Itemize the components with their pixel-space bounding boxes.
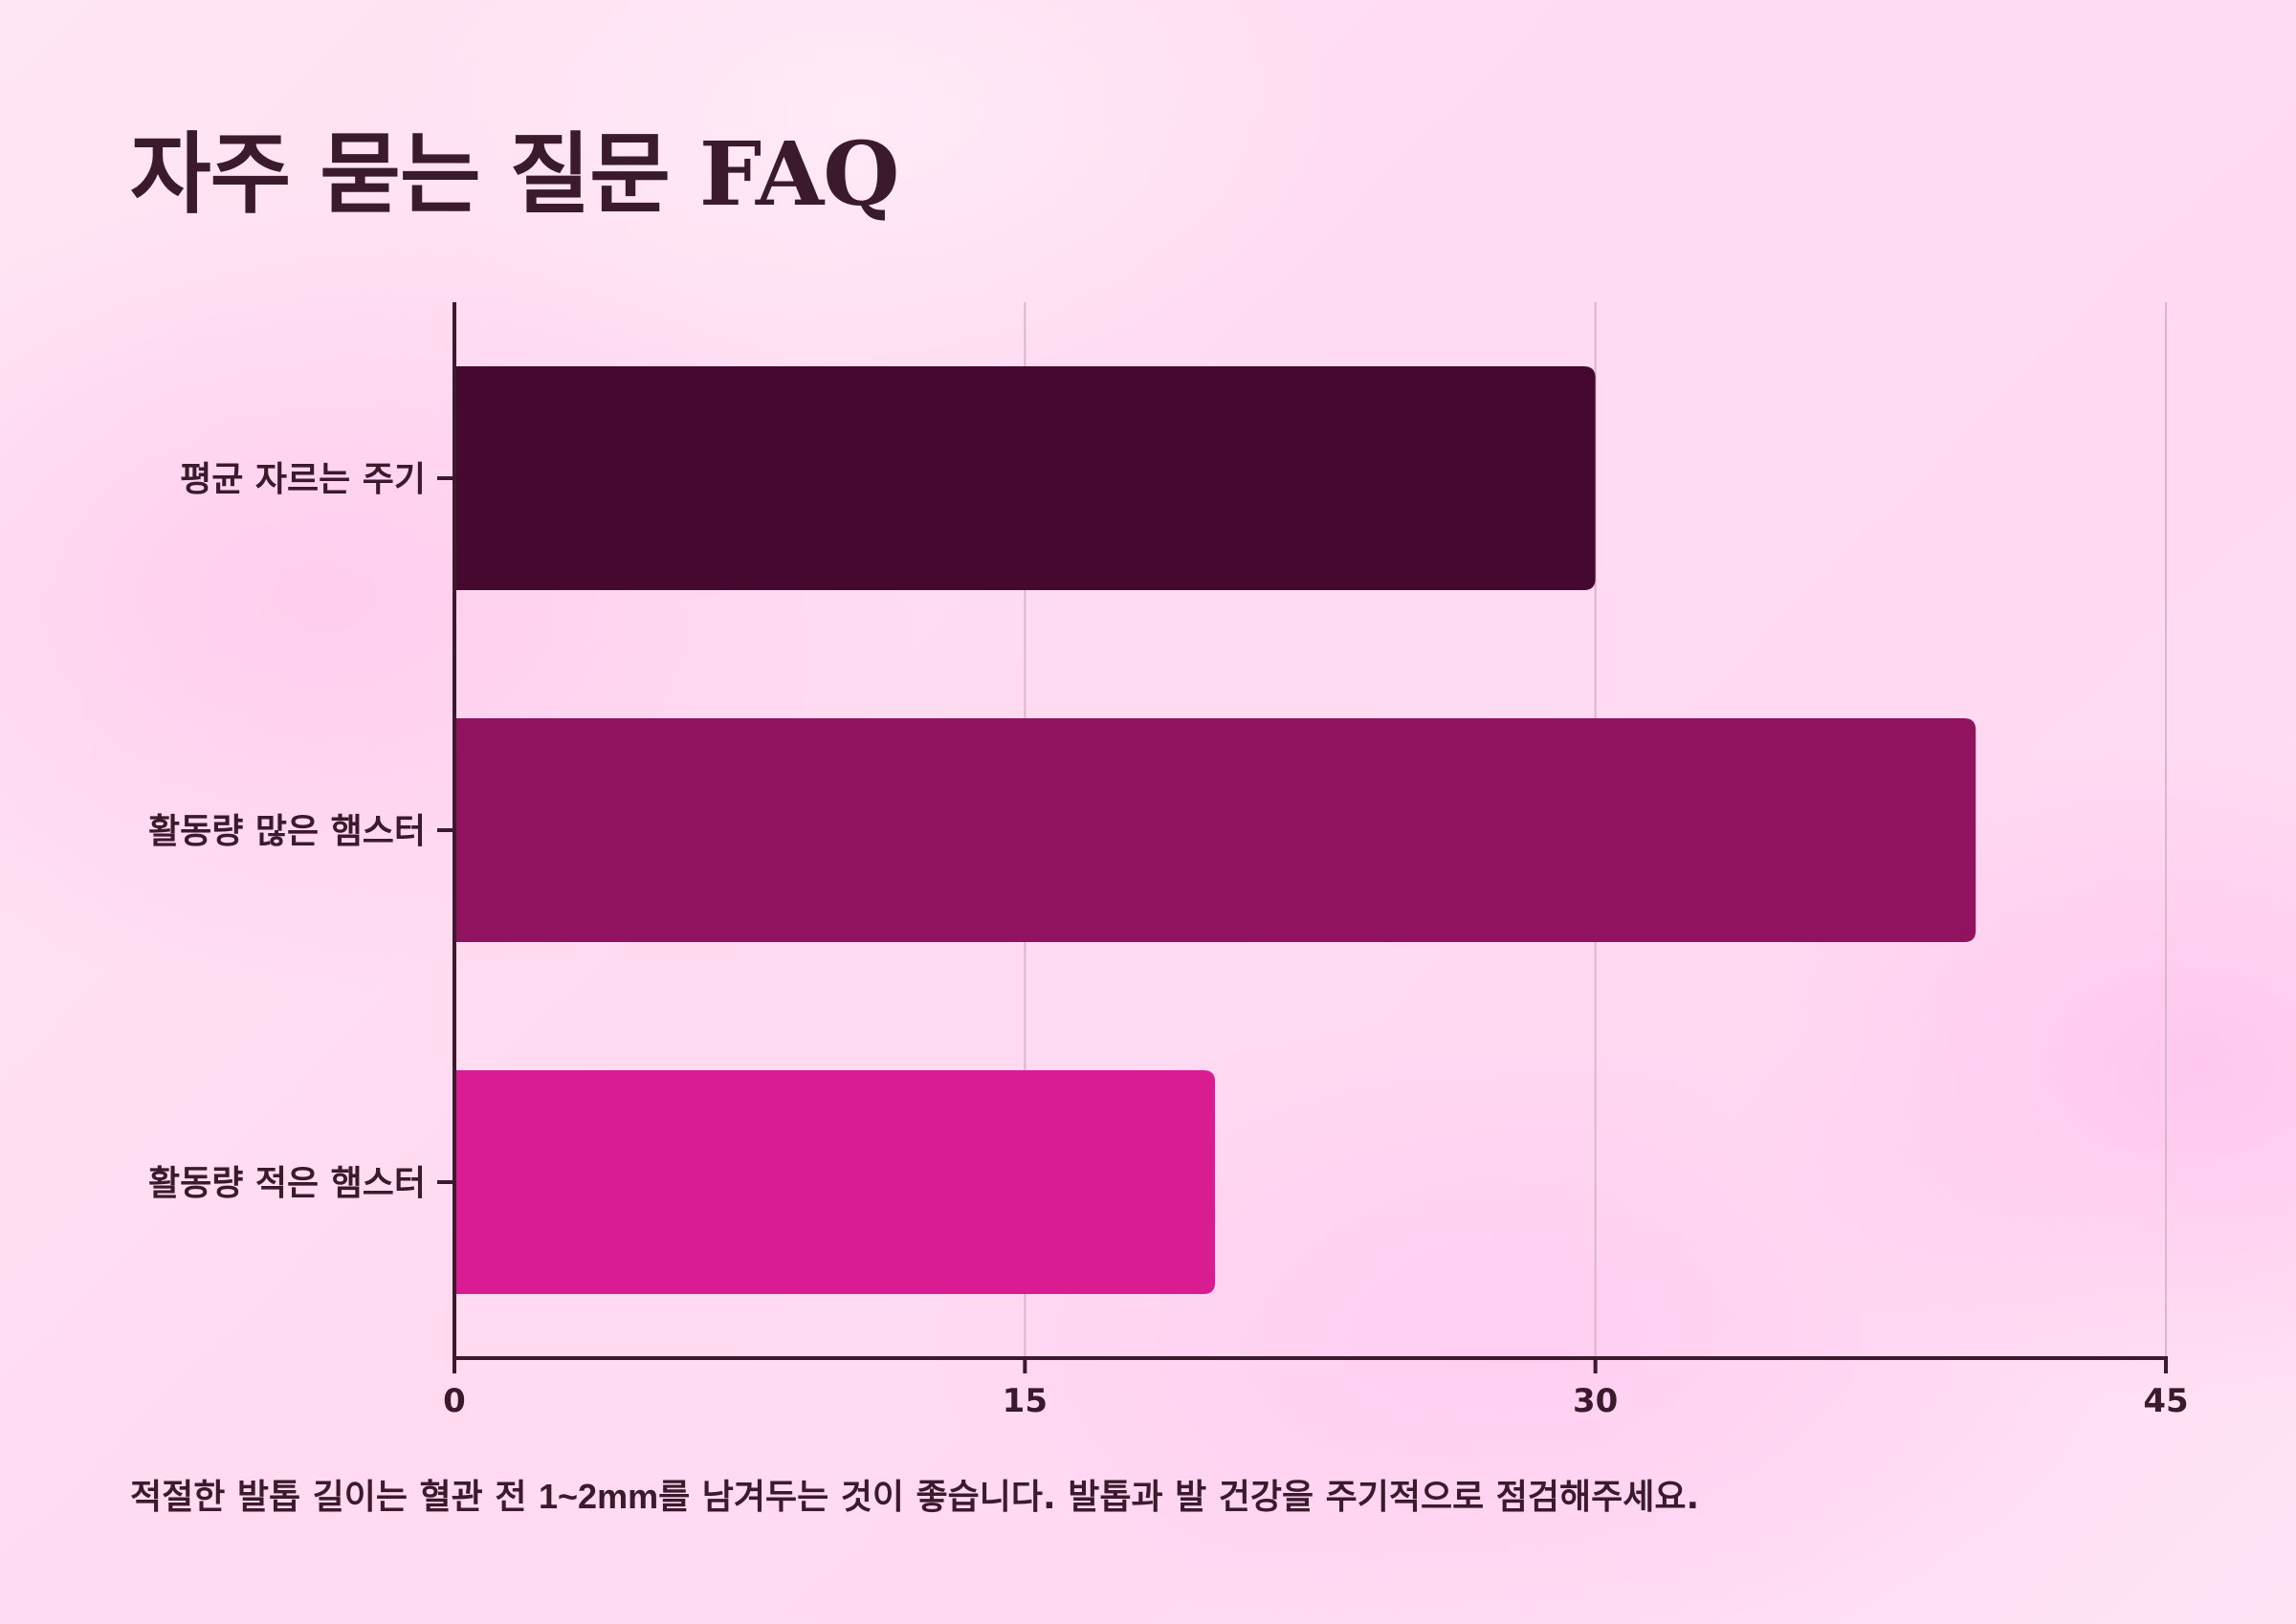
- x-axis-labels: 0 15 30 45: [443, 1382, 2189, 1420]
- y-tick-label-2: 활동량 많은 햄스터: [148, 812, 426, 851]
- footnote-text-end: 를 남겨두는 것이 좋습니다. 발톱과 발 건강을 주기적으로 점검해주세요.: [658, 1478, 1700, 1517]
- footnote: 적절한 발톱 길이는 혈관 전 1~2mm를 남겨두는 것이 좋습니다. 발톱과…: [130, 1469, 1699, 1519]
- bar-2: [454, 718, 1976, 942]
- bars: [454, 366, 1976, 1294]
- y-tick-label-3: 활동량 적은 햄스터: [148, 1164, 426, 1203]
- x-tick-label-0: 0: [443, 1382, 466, 1420]
- footnote-text-start: 적절한 발톱 길이는 혈관 전: [130, 1478, 539, 1517]
- footnote-highlight: 1~2mm: [539, 1477, 659, 1516]
- bar-1: [454, 366, 1596, 590]
- axes: [437, 302, 2168, 1373]
- bar-3: [454, 1070, 1216, 1294]
- x-tick-label-45: 45: [2143, 1382, 2188, 1420]
- x-tick-label-15: 15: [1003, 1382, 1048, 1420]
- chart-title: 자주 묻는 질문 FAQ: [130, 122, 899, 226]
- y-tick-label-1: 평균 자르는 주기: [180, 460, 426, 499]
- x-tick-label-30: 30: [1573, 1382, 1618, 1420]
